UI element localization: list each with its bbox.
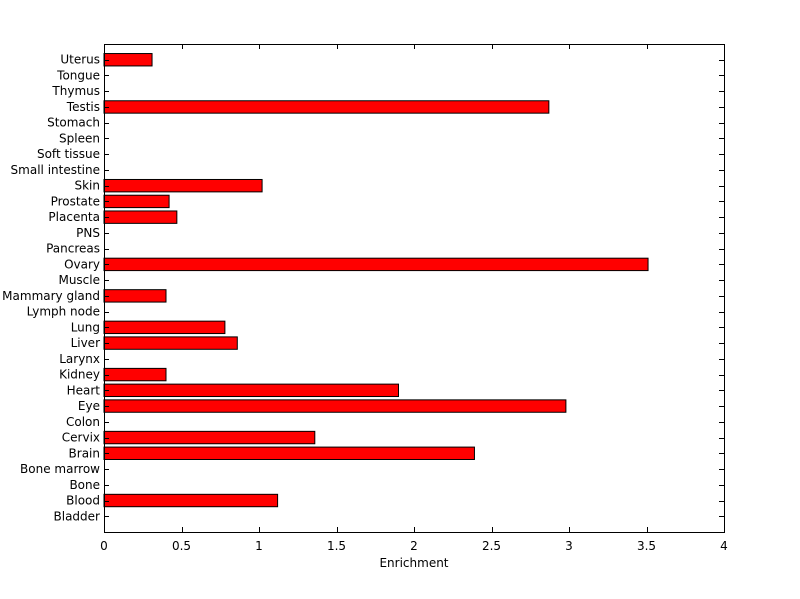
bar-cervix (103, 430, 316, 445)
y-tick-label-pancreas: Pancreas (46, 242, 100, 256)
bar-ovary (103, 257, 649, 272)
bar-eye (103, 399, 567, 413)
y-tick-label-liver: Liver (71, 336, 101, 350)
x-tick-label: 0.5 (172, 539, 191, 553)
y-tick-label-larynx: Larynx (59, 352, 100, 366)
y-tick-label-prostate: Prostate (51, 194, 100, 208)
x-tick-label: 1.5 (327, 539, 346, 553)
y-tick-label-colon: Colon (66, 415, 100, 429)
x-ticks-layer: 0 0.5 1 1.5 2 2.5 3 3.5 4 (100, 44, 728, 553)
y-tick-label-bone-marrow: Bone marrow (20, 462, 100, 476)
y-tick-label-blood: Blood (66, 494, 100, 508)
y-tick-label-stomach: Stomach (47, 116, 100, 130)
y-tick-label-lymph-node: Lymph node (27, 305, 100, 319)
y-tick-label-bladder: Bladder (54, 509, 101, 523)
x-tick-label: 0 (100, 539, 108, 553)
y-tick-label-thymus: Thymus (51, 84, 100, 98)
x-tick-label: 2 (410, 539, 418, 553)
y-tick-label-heart: Heart (67, 383, 101, 397)
bar-skin (103, 178, 263, 193)
bar-prostate (103, 194, 170, 209)
axes-frame (104, 44, 725, 533)
y-tick-label-bone: Bone (69, 478, 100, 492)
bar-testis (103, 100, 550, 114)
y-tick-label-pns: PNS (76, 226, 100, 240)
bar-lung (103, 320, 226, 335)
bar-kidney (103, 367, 167, 382)
bar-brain (103, 446, 475, 460)
y-tick-label-testis: Testis (66, 100, 100, 114)
y-tick-label-soft-tissue: Soft tissue (37, 147, 100, 161)
y-tick-label-placenta: Placenta (48, 210, 100, 224)
y-tick-label-muscle: Muscle (58, 273, 100, 287)
x-tick-label: 1 (255, 539, 263, 553)
bar-mammary-gland (103, 289, 167, 303)
y-tick-label-eye: Eye (78, 399, 100, 413)
bar-placenta (103, 210, 178, 224)
bar-uterus (103, 53, 153, 67)
y-tick-label-brain: Brain (69, 446, 100, 460)
y-tick-label-cervix: Cervix (62, 431, 100, 445)
y-tick-label-kidney: Kidney (59, 368, 100, 382)
bars-layer (103, 53, 649, 508)
y-tick-label-spleen: Spleen (59, 131, 100, 145)
y-tick-label-ovary: Ovary (64, 257, 100, 271)
y-tick-label-tongue: Tongue (56, 68, 100, 82)
y-tick-label-uterus: Uterus (60, 53, 100, 67)
bar-heart (103, 383, 399, 398)
y-tick-label-lung: Lung (71, 320, 100, 334)
x-tick-label: 2.5 (482, 539, 501, 553)
y-tick-label-small-intestine: Small intestine (11, 163, 100, 177)
x-tick-label: 3.5 (637, 539, 656, 553)
bar-liver (103, 336, 238, 350)
x-axis-title: Enrichment (379, 556, 448, 570)
x-tick-label: 4 (720, 539, 728, 553)
y-tick-label-skin: Skin (74, 179, 100, 193)
x-tick-label: 3 (565, 539, 573, 553)
y-tick-label-mammary-gland: Mammary gland (2, 289, 100, 303)
bar-blood (103, 493, 279, 508)
